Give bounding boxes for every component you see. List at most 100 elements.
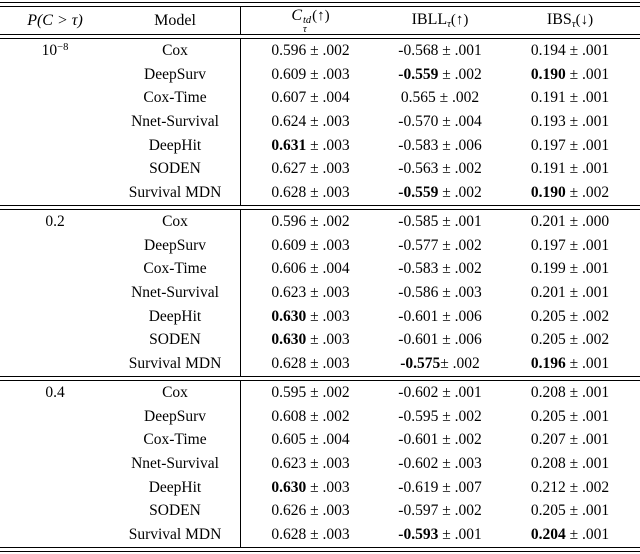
metric-value: 0.205 — [530, 502, 566, 520]
metric-error: .001 — [582, 260, 610, 278]
ibll-cell: -0.568 ± .001 — [398, 41, 482, 59]
ctd-cell: 0.630 ± .003 — [240, 328, 380, 353]
model-name-cell: Nnet-Survival — [131, 455, 219, 473]
metric-error: .007 — [454, 478, 482, 496]
table-row: Cox-Time 0.607 ± .004 0.565 ± .002 0.191 ± … — [0, 86, 640, 111]
metric-error: .001 — [582, 455, 610, 473]
table-top-rule — [0, 2, 640, 7]
metric-value: 0.205 — [530, 407, 566, 425]
ibll-cell: -0.570 ± .004 — [398, 113, 482, 131]
model-name-cell: DeepSurv — [144, 65, 206, 83]
header-censoring-prob: P(C > τ) — [27, 11, 83, 29]
metric-error: .003 — [322, 236, 350, 254]
metric-error: .002 — [582, 331, 610, 349]
ibll-cell: -0.602 ± .003 — [398, 455, 482, 473]
ibs-symbol: IBS — [546, 11, 572, 28]
ctd-cell: 0.628 ± .003 — [240, 181, 380, 206]
metric-value: 0.596 — [271, 212, 307, 230]
metric-value: -0.559 — [398, 65, 439, 83]
ibll-cell: -0.577 ± .002 — [398, 236, 482, 254]
ibll-cell: 0.565 ± .002 — [400, 89, 480, 107]
model-name-cell: Nnet-Survival — [131, 284, 219, 302]
ctd-cell: 0.630 ± .003 — [240, 475, 380, 500]
metric-value: 0.624 — [271, 113, 307, 131]
metric-error: .003 — [322, 478, 350, 496]
ibll-cell: -0.585 ± .001 — [398, 212, 482, 230]
metric-error: .001 — [454, 41, 482, 59]
header-model: Model — [154, 11, 196, 29]
metric-error: .001 — [582, 502, 610, 520]
ibll-cell: -0.593 ± .001 — [398, 526, 482, 544]
model-group: 0.2 Cox 0.596 ± .002 -0.585 ± .001 0.201 ± .… — [0, 210, 640, 377]
metric-error: .003 — [322, 113, 350, 131]
ibll-cell: -0.586 ± .003 — [398, 284, 482, 302]
model-name-cell: Survival MDN — [128, 355, 222, 373]
metric-value: 0.199 — [530, 260, 566, 278]
metric-value: 0.623 — [271, 455, 307, 473]
ibs-cell: 0.204 ± .001 — [530, 526, 610, 544]
group-separator-rule — [0, 376, 640, 381]
table-row: SODEN 0.630 ± .003 -0.601 ± .006 0.205 ± .0… — [0, 328, 640, 353]
ctd-cell: 0.631 ± .003 — [240, 133, 380, 158]
metric-error: .004 — [322, 260, 350, 278]
model-name-cell: DeepHit — [148, 136, 202, 154]
model-name-cell: SODEN — [149, 502, 201, 520]
metric-error: .001 — [454, 526, 482, 544]
metric-value: -0.619 — [398, 478, 439, 496]
model-name-cell: Survival MDN — [128, 526, 222, 544]
table-row: DeepSurv 0.608 ± .002 -0.595 ± .002 0.205 ±… — [0, 404, 640, 429]
table-row: DeepSurv 0.609 ± .003 -0.577 ± .002 0.197 ±… — [0, 233, 640, 258]
metric-error: .003 — [322, 307, 350, 325]
ctd-cell: 0.607 ± .004 — [240, 86, 380, 111]
ibll-cell: -0.602 ± .001 — [398, 383, 482, 401]
metric-value: 0.628 — [271, 184, 307, 202]
metric-value: -0.593 — [398, 526, 439, 544]
metric-value: 0.630 — [271, 331, 307, 349]
ibs-cell: 0.194 ± .001 — [530, 41, 610, 59]
ibs-cell: 0.208 ± .001 — [530, 455, 610, 473]
metric-value: 0.212 — [530, 478, 566, 496]
metric-error: .002 — [582, 478, 610, 496]
table-bottom-rule — [0, 547, 640, 552]
metric-error: .002 — [454, 431, 482, 449]
metric-error: .003 — [322, 455, 350, 473]
metric-error: .006 — [454, 307, 482, 325]
metric-value: -0.559 — [398, 184, 439, 202]
metric-value: 0.626 — [271, 502, 307, 520]
ctd-cell: 0.605 ± .004 — [240, 428, 380, 453]
metric-value: 0.630 — [271, 478, 307, 496]
metric-value: -0.570 — [398, 113, 439, 131]
metric-value: 0.596 — [271, 41, 307, 59]
ctd-symbol: C — [291, 6, 302, 24]
metric-error: .001 — [582, 136, 610, 154]
ibs-cell: 0.191 ± .001 — [530, 160, 610, 178]
metric-error: .001 — [582, 431, 610, 449]
model-name-cell: Cox-Time — [143, 89, 207, 107]
metric-value: 0.630 — [271, 307, 307, 325]
metric-value: 0.606 — [271, 260, 307, 278]
model-name-cell: DeepSurv — [144, 407, 206, 425]
ibll-cell: -0.559 ± .002 — [398, 65, 482, 83]
up-arrow-icon: (↑) — [312, 7, 330, 24]
table-row: 10−8 Cox 0.596 ± .002 -0.568 ± .001 0.194 ± … — [0, 39, 640, 63]
table-row: DeepHit 0.630 ± .003 -0.619 ± .007 0.212 ± … — [0, 475, 640, 500]
model-name-cell: Cox-Time — [143, 260, 207, 278]
table-row: DeepHit 0.631 ± .003 -0.583 ± .006 0.197 ± … — [0, 133, 640, 158]
ctd-cell: 0.609 ± .003 — [240, 233, 380, 258]
metric-error: .003 — [322, 136, 350, 154]
metric-error: .002 — [454, 236, 482, 254]
metric-value: 0.190 — [530, 65, 566, 83]
metric-error: .002 — [454, 502, 482, 520]
ctd-cell: 0.628 ± .003 — [240, 352, 380, 377]
model-group: 0.4 Cox 0.595 ± .002 -0.602 ± .001 0.208 ± .… — [0, 381, 640, 548]
ibll-cell: -0.583 ± .006 — [398, 136, 482, 154]
metric-value: 0.190 — [530, 184, 566, 202]
metric-value: 0.191 — [530, 89, 566, 107]
ibs-cell: 0.205 ± .001 — [530, 502, 610, 520]
metric-error: .002 — [454, 184, 482, 202]
ibs-cell: 0.205 ± .001 — [530, 407, 610, 425]
metric-value: 0.208 — [530, 455, 566, 473]
ibll-cell: -0.601 ± .002 — [398, 431, 482, 449]
ctd-cell: 0.596 ± .002 — [240, 39, 380, 63]
